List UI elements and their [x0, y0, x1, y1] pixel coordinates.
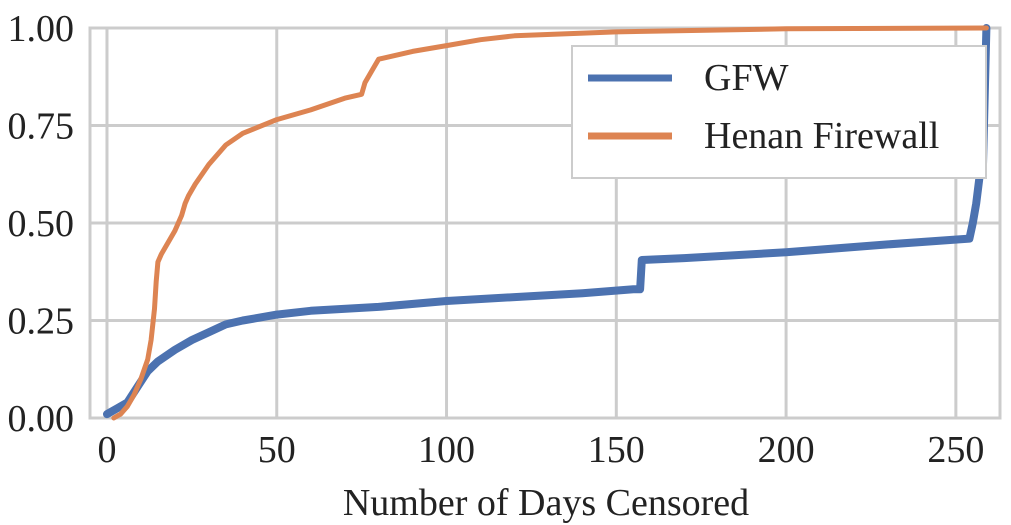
series-line-henan-firewall [111, 25, 989, 421]
y-tick-label: 1.00 [8, 8, 75, 50]
y-tick-label: 0.00 [8, 398, 75, 440]
legend-label-gfw: GFW [704, 57, 789, 99]
series-line-gfw [103, 24, 991, 419]
x-axis-ticks: 0 50 100 150 200 250 [97, 429, 984, 471]
grid [90, 26, 1000, 420]
legend-box [571, 45, 987, 179]
y-axis-ticks: 0.00 0.25 0.50 0.75 1.00 [8, 8, 75, 440]
x-tick-label: 0 [97, 429, 116, 471]
x-tick-label: 50 [258, 429, 296, 471]
x-tick-label: 200 [758, 429, 815, 471]
y-tick-label: 0.50 [8, 203, 75, 245]
legend-label-henan-firewall: Henan Firewall [704, 115, 939, 157]
y-tick-label: 0.75 [8, 106, 75, 148]
legend: GFW Henan Firewall [571, 45, 987, 179]
data-series [103, 24, 991, 421]
y-tick-label: 0.25 [8, 301, 75, 343]
x-axis-label: Number of Days Censored [343, 482, 749, 524]
x-tick-label: 100 [418, 429, 475, 471]
x-tick-label: 250 [927, 429, 984, 471]
x-tick-label: 150 [588, 429, 645, 471]
